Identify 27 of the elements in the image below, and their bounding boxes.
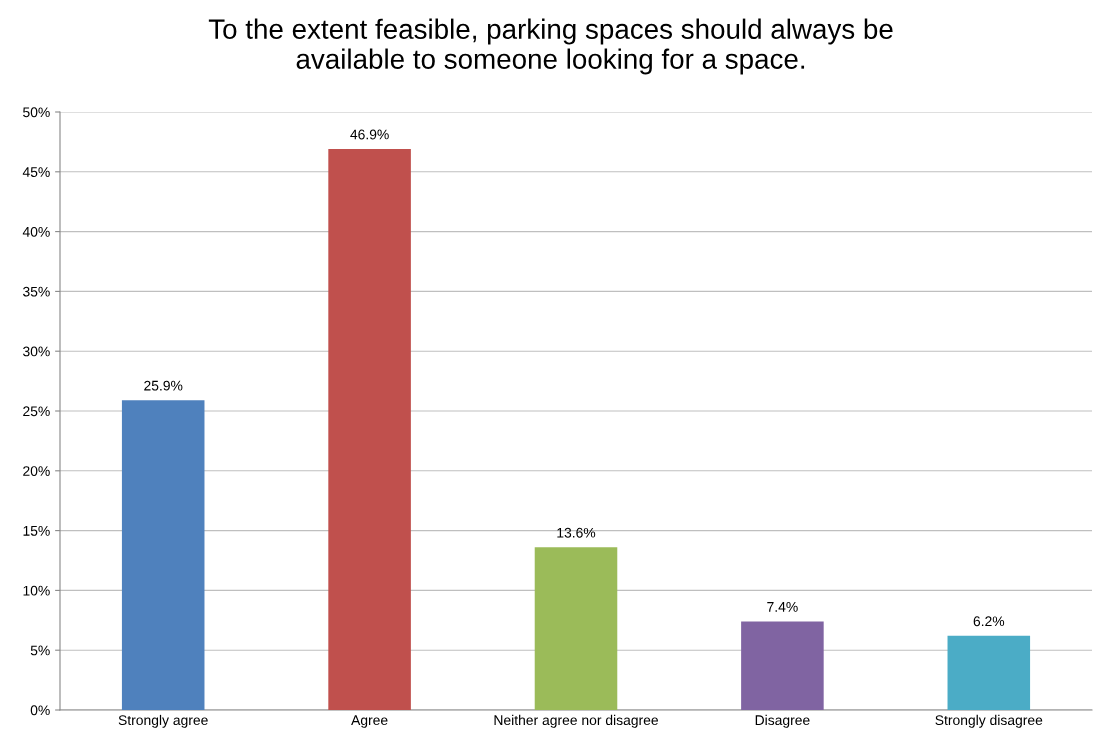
y-tick-label: 5% [30, 645, 50, 656]
y-tick-label: 10% [23, 585, 50, 596]
data-label: 25.9% [144, 380, 183, 391]
y-tick-label: 35% [23, 286, 50, 297]
x-tick-label: Neither agree nor disagree [494, 714, 658, 728]
data-label: 13.6% [557, 527, 596, 538]
data-label: 6.2% [973, 616, 1005, 627]
bar [328, 149, 411, 710]
y-tick-label: 50% [23, 107, 50, 118]
y-tick-label: 25% [23, 406, 50, 417]
y-tick-label: 0% [30, 705, 50, 716]
y-tick-label: 45% [22, 167, 50, 177]
x-tick-label: Disagree [755, 714, 810, 728]
x-tick-label: Strongly agree [118, 714, 208, 728]
x-tick-label: Strongly disagree [935, 714, 1043, 728]
chart-title: To the extent feasible, parking spaces should always be available to someone looking for a space. [208, 18, 893, 75]
data-label: 46.9% [350, 129, 389, 140]
bar [121, 400, 205, 710]
bar [741, 621, 824, 710]
bar [947, 635, 1031, 710]
bar [534, 547, 618, 710]
y-tick-label: 15% [23, 525, 50, 536]
y-tick-label: 30% [23, 346, 50, 357]
y-tick-label: 20% [23, 466, 50, 476]
x-tick-label: Agree [351, 715, 388, 728]
data-label: 7.4% [767, 602, 798, 612]
y-tick-label: 40% [22, 226, 50, 237]
